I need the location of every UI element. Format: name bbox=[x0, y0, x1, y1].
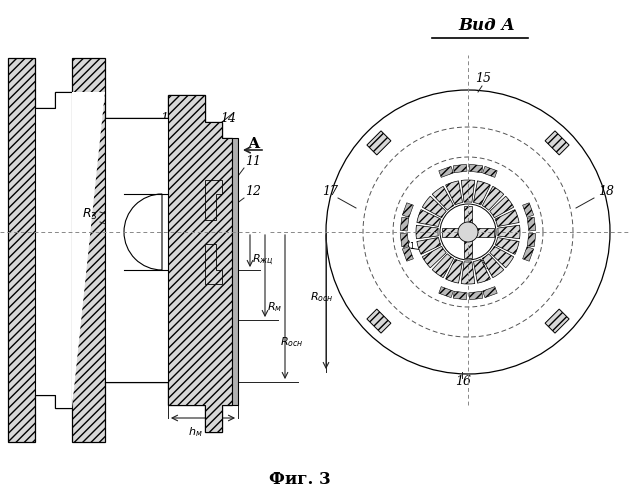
Polygon shape bbox=[522, 203, 534, 218]
Polygon shape bbox=[454, 292, 467, 300]
Polygon shape bbox=[468, 228, 494, 236]
Polygon shape bbox=[545, 131, 569, 155]
Wedge shape bbox=[473, 181, 490, 205]
Wedge shape bbox=[495, 238, 519, 254]
Wedge shape bbox=[124, 194, 162, 270]
Polygon shape bbox=[105, 95, 232, 432]
Text: 17: 17 bbox=[322, 185, 338, 198]
Polygon shape bbox=[454, 164, 467, 172]
Text: $R_{жц}$: $R_{жц}$ bbox=[252, 252, 274, 267]
Wedge shape bbox=[433, 186, 454, 210]
Wedge shape bbox=[473, 259, 490, 283]
Polygon shape bbox=[483, 166, 497, 177]
Text: 11: 11 bbox=[245, 155, 261, 168]
Polygon shape bbox=[403, 246, 413, 261]
Wedge shape bbox=[417, 210, 441, 226]
Polygon shape bbox=[8, 58, 232, 442]
Wedge shape bbox=[417, 238, 441, 254]
Circle shape bbox=[458, 222, 478, 242]
Text: $R_1$: $R_1$ bbox=[402, 238, 416, 252]
Text: $R_3$: $R_3$ bbox=[82, 207, 97, 222]
Wedge shape bbox=[446, 259, 462, 283]
Polygon shape bbox=[483, 286, 497, 298]
Polygon shape bbox=[527, 218, 536, 231]
Text: $R_{осн}$: $R_{осн}$ bbox=[310, 290, 334, 304]
Wedge shape bbox=[495, 210, 519, 226]
Polygon shape bbox=[367, 131, 391, 155]
Wedge shape bbox=[482, 254, 504, 278]
Wedge shape bbox=[446, 181, 462, 205]
Text: $R_2$: $R_2$ bbox=[478, 258, 492, 272]
Polygon shape bbox=[72, 92, 232, 432]
Polygon shape bbox=[232, 138, 238, 405]
Polygon shape bbox=[545, 309, 569, 333]
Text: Фиг. 3: Фиг. 3 bbox=[269, 471, 331, 488]
Polygon shape bbox=[469, 292, 483, 300]
Wedge shape bbox=[490, 196, 513, 218]
Wedge shape bbox=[461, 180, 475, 203]
Polygon shape bbox=[367, 309, 391, 333]
Circle shape bbox=[326, 90, 610, 374]
Polygon shape bbox=[442, 228, 468, 236]
Polygon shape bbox=[522, 246, 534, 261]
Text: $h_{м}$: $h_{м}$ bbox=[188, 425, 203, 439]
Text: 16: 16 bbox=[455, 375, 471, 388]
Polygon shape bbox=[205, 244, 222, 284]
Polygon shape bbox=[527, 233, 536, 246]
Polygon shape bbox=[464, 232, 473, 258]
Polygon shape bbox=[469, 164, 483, 172]
Polygon shape bbox=[105, 118, 168, 382]
Polygon shape bbox=[205, 180, 222, 220]
Wedge shape bbox=[482, 186, 504, 210]
Wedge shape bbox=[416, 225, 438, 239]
Text: А: А bbox=[248, 137, 261, 151]
Polygon shape bbox=[400, 218, 409, 231]
Polygon shape bbox=[439, 166, 454, 177]
Text: $R_{м}$: $R_{м}$ bbox=[267, 300, 282, 314]
Text: $R_{осн}$: $R_{осн}$ bbox=[280, 335, 304, 349]
Polygon shape bbox=[35, 92, 72, 408]
Polygon shape bbox=[439, 286, 454, 298]
Wedge shape bbox=[422, 196, 447, 218]
Text: 15: 15 bbox=[475, 72, 491, 85]
Text: Вид А: Вид А bbox=[458, 17, 515, 34]
Wedge shape bbox=[433, 254, 454, 278]
Text: 18: 18 bbox=[598, 185, 614, 198]
Text: 14: 14 bbox=[220, 112, 236, 125]
Wedge shape bbox=[497, 225, 520, 239]
Wedge shape bbox=[490, 246, 513, 268]
Wedge shape bbox=[422, 246, 447, 268]
Polygon shape bbox=[403, 203, 413, 218]
Text: 12: 12 bbox=[245, 185, 261, 198]
Text: 13: 13 bbox=[160, 112, 176, 125]
Circle shape bbox=[440, 204, 496, 260]
Polygon shape bbox=[400, 233, 409, 246]
Polygon shape bbox=[464, 206, 473, 232]
Wedge shape bbox=[461, 262, 475, 284]
